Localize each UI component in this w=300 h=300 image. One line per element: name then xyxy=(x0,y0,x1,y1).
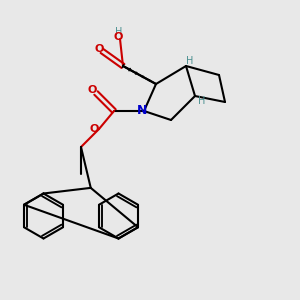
Text: O: O xyxy=(114,32,123,42)
Text: O: O xyxy=(88,85,97,95)
Text: H: H xyxy=(115,27,122,38)
Text: H: H xyxy=(186,56,193,66)
Text: H: H xyxy=(198,96,205,106)
Text: N: N xyxy=(136,104,147,118)
Text: O: O xyxy=(94,44,104,55)
Text: O: O xyxy=(90,124,99,134)
